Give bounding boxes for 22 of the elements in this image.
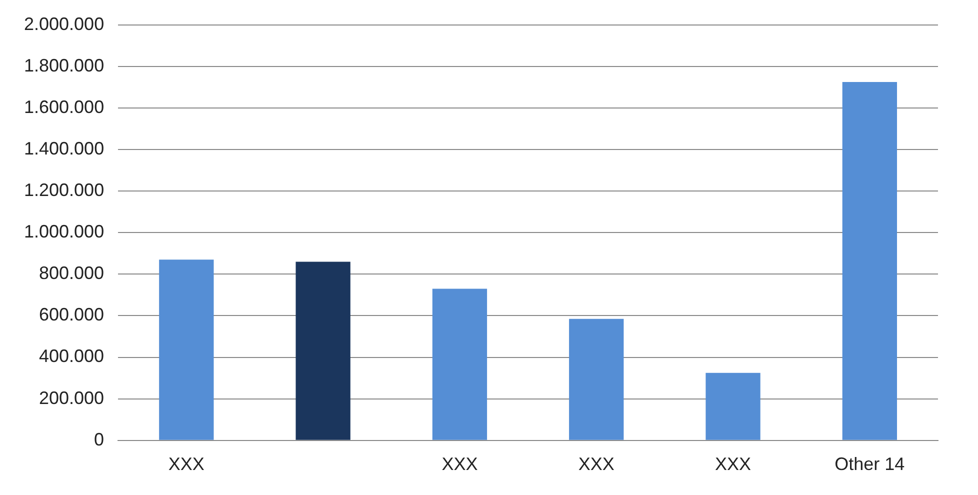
y-tick-label: 600.000: [39, 304, 104, 325]
y-tick-label: 200.000: [39, 388, 104, 408]
y-tick-label: 800.000: [39, 263, 104, 284]
bar: [432, 288, 488, 440]
x-tick-label: XXX: [578, 454, 614, 474]
y-tick-label: 400.000: [39, 346, 104, 366]
y-tick-label: 2.000.000: [24, 14, 104, 34]
bar: [842, 82, 898, 440]
y-tick-label: 1.400.000: [24, 138, 104, 158]
bar: [706, 372, 760, 440]
bar: [159, 260, 214, 440]
y-tick-label: 1.200.000: [24, 180, 104, 200]
y-tick-label: 1.000.000: [24, 222, 104, 242]
y-tick-label: 1.800.000: [24, 55, 104, 76]
x-tick-label: XXX: [442, 454, 478, 474]
bar: [569, 318, 624, 440]
x-tick-label: Other 14: [834, 454, 905, 474]
bar: [296, 262, 350, 440]
y-tick-label: 1.600.000: [24, 96, 104, 117]
x-tick-label: XXX: [715, 454, 752, 474]
x-tick-label: XXX: [168, 454, 204, 474]
y-tick-label: 0: [94, 429, 104, 450]
